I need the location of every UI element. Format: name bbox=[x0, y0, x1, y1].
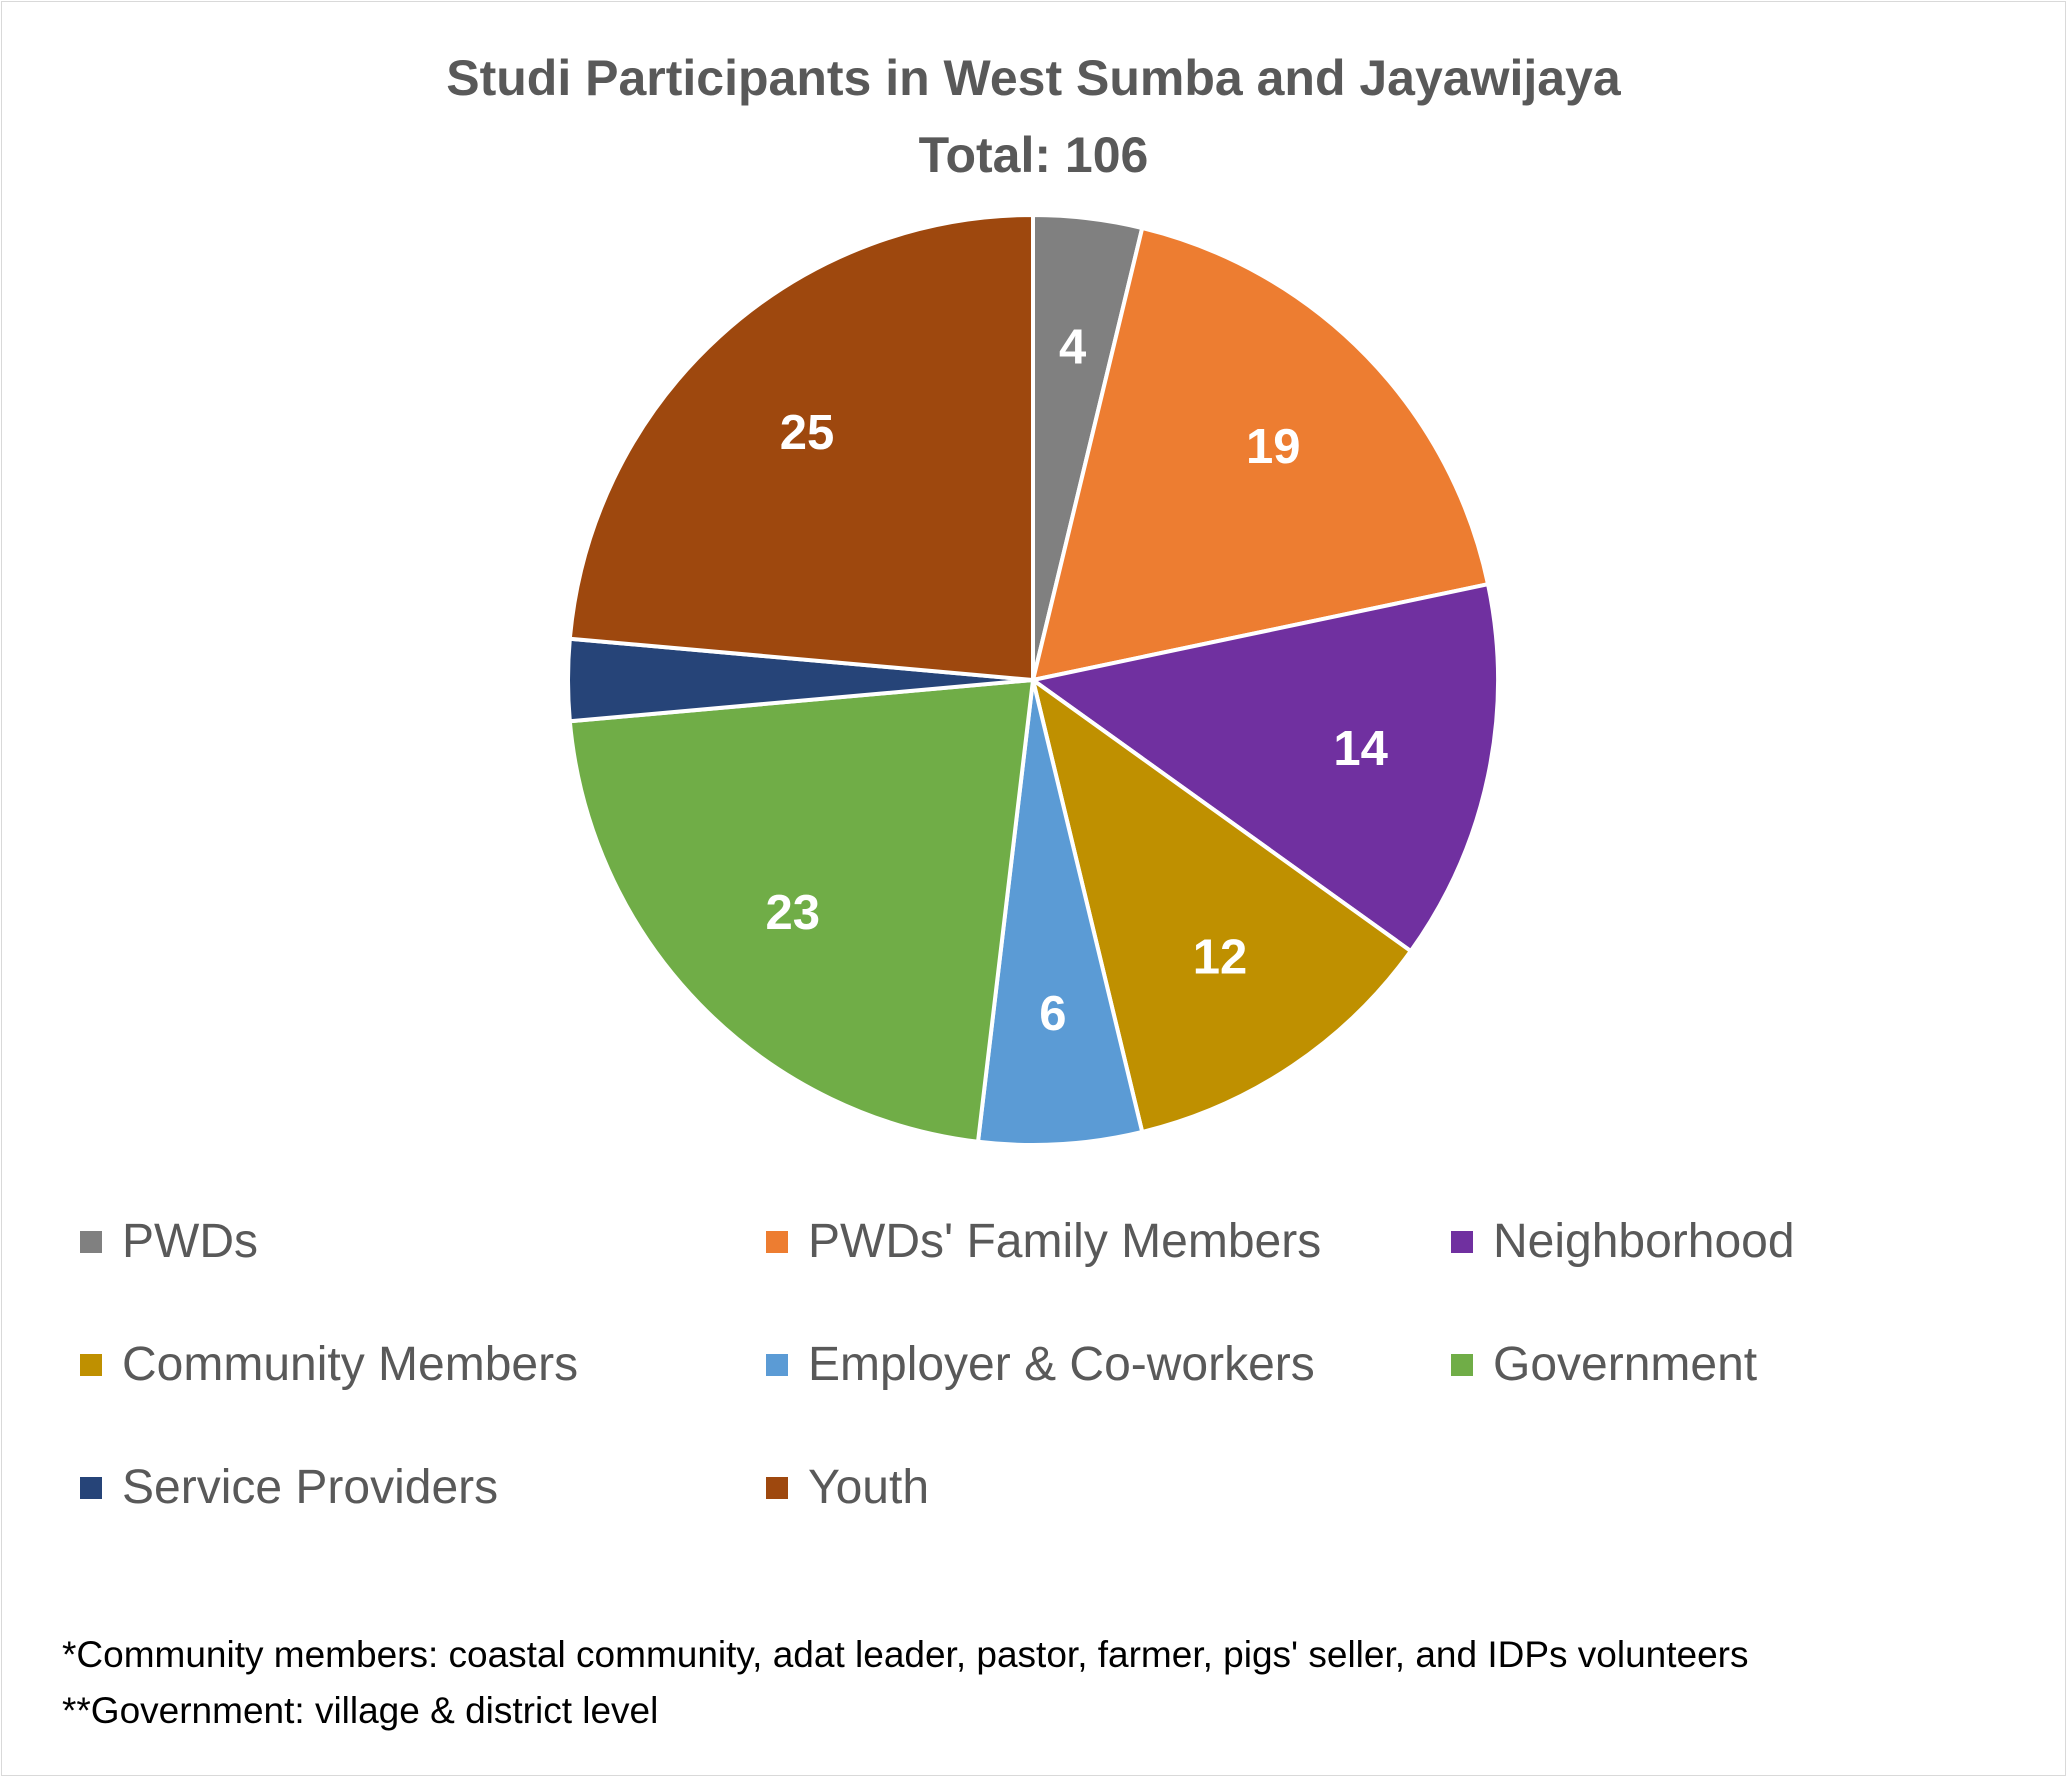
legend-label: Community Members bbox=[122, 1338, 579, 1391]
data-label-youth: 25 bbox=[780, 406, 835, 460]
legend-label: Neighborhood bbox=[1493, 1215, 1795, 1268]
legend-label: Youth bbox=[808, 1461, 930, 1514]
legend-swatch bbox=[80, 1477, 102, 1499]
footnote-community-members: *Community members: coastal community, a… bbox=[62, 1634, 1749, 1675]
legend-label: Employer & Co-workers bbox=[808, 1338, 1315, 1391]
footnote-government: **Government: village & district level bbox=[62, 1690, 659, 1731]
legend-label: Service Providers bbox=[122, 1461, 499, 1514]
legend-label: PWDs' Family Members bbox=[808, 1215, 1322, 1268]
pie-slice-youth bbox=[567, 213, 1035, 682]
chart-title: Studi Participants in West Sumba and Jay… bbox=[446, 50, 1621, 106]
legend-label: PWDs bbox=[122, 1215, 258, 1268]
legend-swatch bbox=[1451, 1354, 1473, 1376]
legend-swatch bbox=[766, 1477, 788, 1499]
legend-swatch bbox=[766, 1231, 788, 1253]
chart-subtitle: Total: 106 bbox=[918, 127, 1149, 183]
data-label-government: 23 bbox=[766, 886, 821, 940]
legend-swatch bbox=[80, 1354, 102, 1376]
pie-slice-neighborhood bbox=[1031, 582, 1500, 954]
pie-slice-government bbox=[567, 678, 1035, 1144]
pie-slice-pwds-family-members bbox=[1031, 226, 1491, 682]
pie-slice-employer-co-workers bbox=[976, 678, 1145, 1147]
legend-swatch bbox=[766, 1354, 788, 1376]
pie-slice-community-members bbox=[1031, 678, 1413, 1134]
data-label-community-members: 12 bbox=[1193, 931, 1248, 985]
data-label-pwds-family-members: 19 bbox=[1246, 420, 1301, 474]
legend-swatch bbox=[1451, 1231, 1473, 1253]
data-label-pwds: 4 bbox=[1059, 321, 1086, 375]
legend-swatch bbox=[80, 1231, 102, 1253]
data-label-neighborhood: 14 bbox=[1333, 722, 1388, 776]
data-label-employer-co-workers: 6 bbox=[1039, 987, 1066, 1041]
legend-label: Government bbox=[1493, 1338, 1758, 1391]
